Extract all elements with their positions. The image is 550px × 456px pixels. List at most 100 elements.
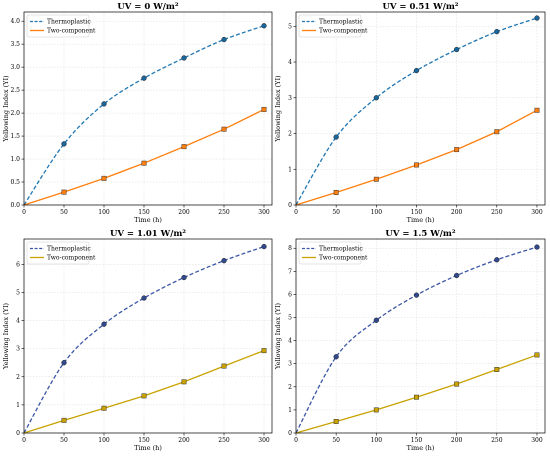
data-point: [141, 75, 147, 81]
y-tick-label: 5: [16, 289, 20, 296]
x-tick-label: 300: [531, 209, 543, 216]
axes-frame: [23, 11, 273, 206]
data-point: [413, 67, 420, 74]
data-point: [534, 107, 540, 113]
data-point: [414, 394, 419, 400]
x-tick-label: 100: [98, 437, 110, 444]
plot-area: [24, 239, 272, 433]
chart-panel-2: 0 50 100 150 200 250 300 0 1 2 3 4 5 UV = 0.51 W/m² Ti…: [274, 2, 546, 224]
y-tick-label: 1.5: [10, 133, 20, 140]
x-tick-label: 50: [60, 437, 68, 444]
data-point: [413, 292, 420, 298]
legend-entry-label: Thermoplastic: [47, 19, 91, 26]
y-tick-label: 4: [288, 338, 292, 345]
data-point: [221, 36, 227, 43]
y-tick-label: 4.0: [10, 18, 20, 25]
x-tick-label: 200: [178, 437, 190, 444]
y-tick-label: 0: [16, 430, 20, 437]
y-tick-label: 2: [288, 131, 292, 138]
y-tick-label: 3: [288, 361, 292, 368]
plot-area: [24, 12, 272, 205]
x-axis-label: Time (h): [134, 216, 162, 224]
x-tick-label: 50: [332, 209, 340, 216]
y-axis-label: Yellowing Index (YI): [274, 75, 282, 143]
series-thermoplastic: [23, 243, 267, 434]
data-point: [453, 272, 460, 279]
data-point: [261, 348, 267, 354]
y-tick-label: 3: [16, 346, 20, 353]
y-tick-label: 5: [288, 23, 292, 30]
y-axis-label: Yellowing Index (YI): [2, 302, 10, 370]
series-two-component: [23, 348, 267, 434]
x-tick-label: 150: [138, 437, 150, 444]
legend-box: [26, 241, 90, 265]
legend: Thermoplastic Two-component: [298, 241, 368, 265]
legend-entry-label: Thermoplastic: [319, 19, 363, 26]
series-two-component: [295, 107, 540, 206]
data-point: [181, 55, 187, 61]
axes-frame: [295, 11, 546, 206]
y-tick-label: 0: [288, 430, 292, 437]
x-tick-label: 0: [22, 437, 26, 444]
plot-area: [296, 12, 545, 205]
data-point: [373, 95, 379, 101]
y-tick-label: 0.5: [10, 179, 20, 186]
x-axis-label: Time (h): [407, 444, 435, 452]
y-tick-label: 2.0: [10, 110, 20, 117]
plot-area: [296, 239, 545, 433]
data-point: [221, 363, 227, 369]
y-tick-label: 6: [288, 291, 292, 298]
x-tick-label: 150: [411, 209, 423, 216]
data-point: [221, 126, 227, 132]
data-point: [101, 405, 107, 411]
legend-entry-label: Two-component: [47, 255, 96, 262]
chart-panel-4: 0 50 100 150 200 250 300 0 1 2 3 4 5 6 7 8 UV = 1.5 W/m²…: [274, 229, 546, 452]
data-point: [181, 274, 187, 281]
x-tick-label: 50: [332, 437, 340, 444]
chart-title: UV = 0.51 W/m²: [382, 2, 458, 12]
data-point: [61, 417, 67, 423]
data-point: [333, 354, 339, 360]
legend-entry-label: Two-component: [319, 28, 368, 35]
legend-entry-label: Thermoplastic: [319, 246, 363, 253]
y-tick-label: 4: [16, 318, 20, 325]
y-tick-label: 3.5: [10, 41, 20, 48]
chart-title: UV = 0 W/m²: [117, 2, 179, 12]
data-point: [333, 190, 339, 195]
y-tick-label: 2: [16, 374, 20, 381]
data-point: [454, 147, 460, 153]
y-tick-label: 1: [16, 402, 20, 409]
data-point: [534, 244, 540, 250]
data-point: [414, 162, 419, 168]
data-point: [181, 144, 187, 150]
x-tick-label: 300: [258, 437, 270, 444]
series-two-component: [295, 352, 540, 434]
data-point: [181, 379, 187, 385]
x-axis-label: Time (h): [407, 216, 435, 224]
x-tick-label: 200: [451, 437, 463, 444]
legend-entry-label: Two-component: [47, 28, 96, 35]
data-point: [141, 160, 147, 166]
x-tick-label: 100: [371, 209, 383, 216]
series-thermoplastic: [295, 15, 540, 206]
data-point: [534, 15, 540, 21]
legend: Thermoplastic Two-component: [298, 14, 368, 38]
data-point: [141, 393, 147, 399]
series-thermoplastic: [295, 244, 540, 434]
data-point: [101, 101, 107, 107]
y-tick-label: 1: [288, 166, 292, 173]
data-point: [141, 295, 147, 301]
y-tick-label: 0.0: [10, 202, 20, 209]
data-point: [494, 129, 500, 135]
y-tick-label: 3.0: [10, 64, 20, 71]
data-point: [534, 352, 540, 358]
x-tick-label: 0: [22, 209, 26, 216]
x-tick-label: 300: [531, 437, 543, 444]
legend-entry-label: Thermoplastic: [47, 246, 91, 253]
legend-entry-label: Two-component: [319, 255, 368, 262]
x-tick-label: 200: [178, 209, 190, 216]
y-tick-label: 1: [288, 407, 292, 414]
data-point: [453, 46, 460, 53]
x-tick-label: 300: [258, 209, 270, 216]
